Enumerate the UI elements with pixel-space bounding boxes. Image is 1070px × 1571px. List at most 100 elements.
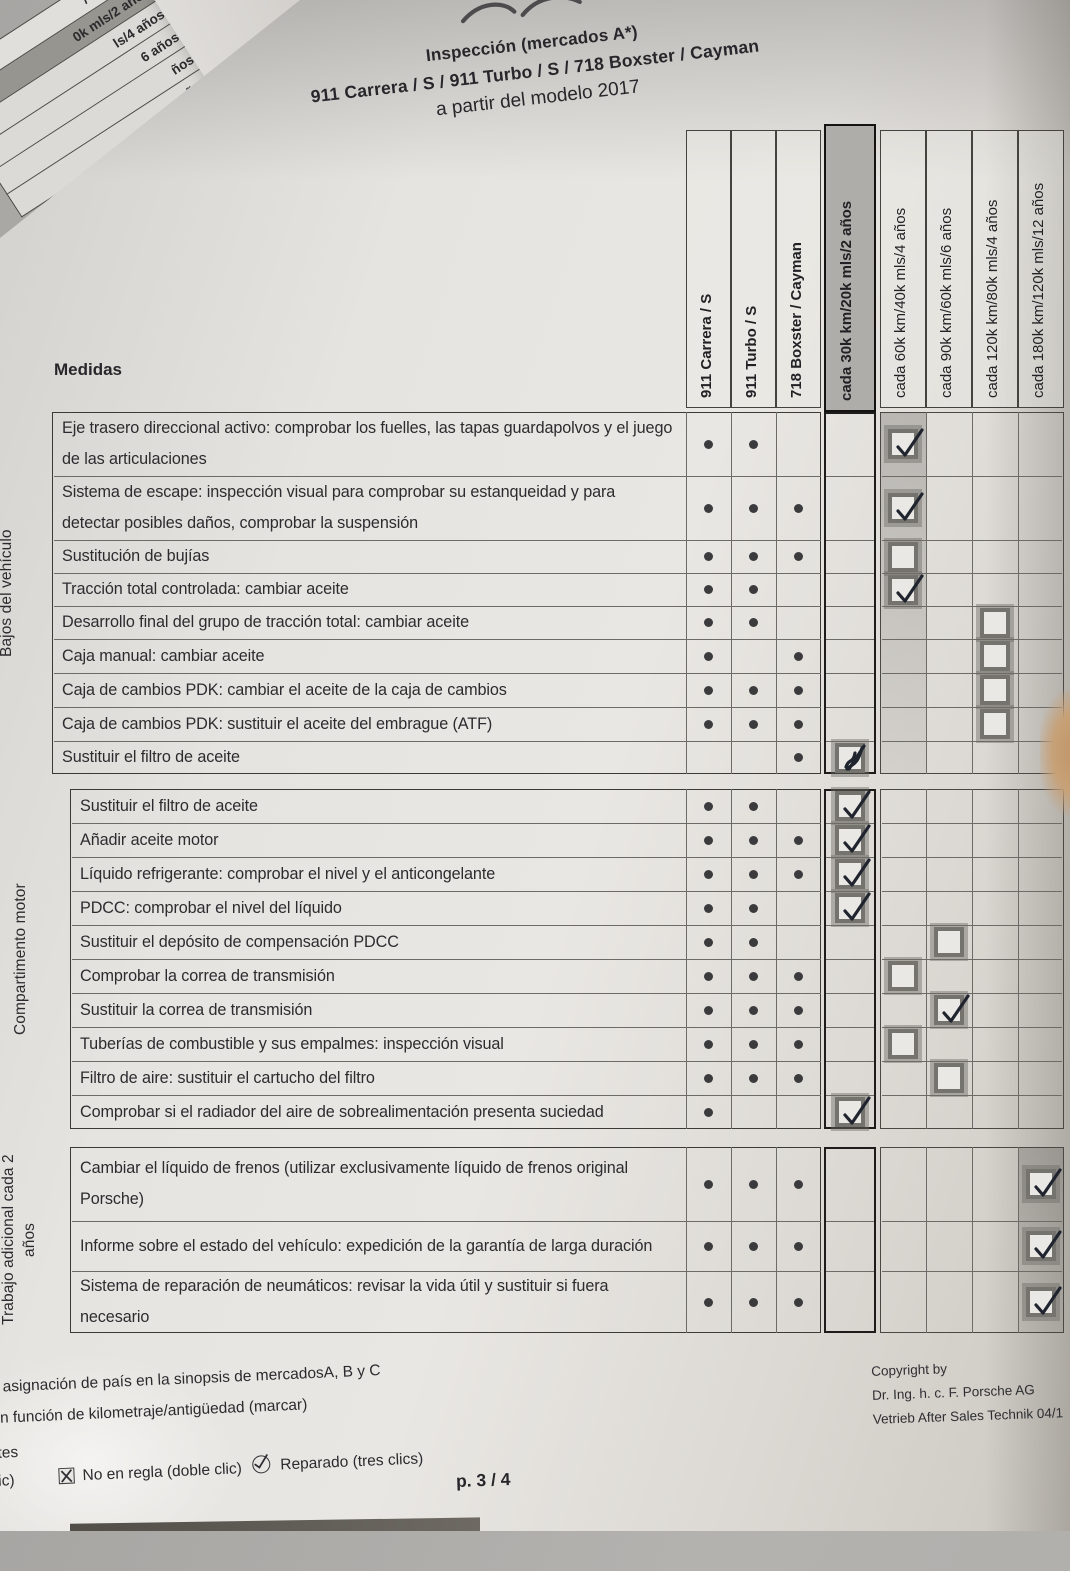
interval-checkbox-c30 (835, 742, 866, 773)
row-line (72, 891, 821, 892)
model-dot-m1 (749, 1179, 758, 1189)
column-line (686, 1147, 687, 1333)
row-text: Cambiar el líquido de frenos (utilizar e… (80, 1159, 629, 1208)
model-dot-m0 (704, 685, 713, 695)
model-dot-m1 (749, 719, 758, 729)
col-header-c30: cada 30k km/20k mls/2 años (824, 124, 876, 412)
column-line (1018, 412, 1019, 774)
model-dot-m1 (749, 903, 758, 913)
check-mark (843, 824, 871, 853)
row-line (882, 993, 1062, 994)
model-dot-m0 (704, 585, 713, 594)
model-dot-m2 (794, 753, 803, 762)
row-line (882, 540, 1062, 541)
model-dot-m0 (704, 618, 713, 627)
interval-checkbox-c120 (980, 607, 1010, 638)
porsche-script-logo (460, 0, 582, 24)
row-line (826, 1271, 874, 1272)
row-text: Caja manual: cambiar aceite (62, 646, 265, 665)
table-row-label: PDCC: comprobar el nivel del líquido (80, 891, 674, 925)
col-header-c60: cada 60k km/40k mls/4 años (880, 130, 926, 408)
model-dot-m0 (704, 1107, 713, 1117)
row-line (72, 1061, 821, 1062)
table-row-label: Informe sobre el estado del vehículo: ex… (80, 1221, 674, 1271)
model-dot-m2 (794, 503, 803, 513)
row-line (826, 823, 874, 824)
check-mark (896, 428, 924, 457)
interval-checkbox-c60 (888, 1029, 918, 1059)
check-mark (1034, 1286, 1062, 1315)
row-line (882, 639, 1062, 640)
check-mark (843, 892, 871, 921)
row-text: Sistema de escape: inspección visual par… (62, 483, 616, 532)
row-text: Sustituir el filtro de aceite (80, 796, 258, 815)
row-line (882, 891, 1062, 892)
row-line (54, 573, 821, 574)
interval-checkbox-c120 (980, 641, 1010, 671)
row-text: Filtro de aire: sustituir el cartucho de… (80, 1068, 375, 1087)
row-line (826, 993, 874, 994)
model-dot-m0 (704, 1073, 713, 1083)
row-text: Caja de cambios PDK: sustituir el aceite… (62, 714, 493, 733)
model-dot-m2 (794, 719, 803, 729)
model-dot-m2 (794, 1039, 803, 1049)
check-mark (843, 790, 871, 819)
row-line (72, 925, 821, 926)
measures-models-block (70, 1147, 821, 1333)
row-line (72, 823, 821, 824)
col-header-m1: 911 Turbo / S (731, 130, 776, 408)
row-line (826, 639, 874, 640)
model-dot-m1 (749, 503, 758, 513)
model-dot-m0 (704, 1005, 713, 1015)
model-dot-m1 (749, 685, 758, 695)
table-row-label: Cambiar el líquido de frenos (utilizar e… (80, 1147, 674, 1221)
row-text: Eje trasero direccional activo: comproba… (62, 419, 673, 468)
section-compartimento: Sustituir el filtro de aceite Añadir acei… (70, 789, 1064, 1129)
model-dot-m2 (794, 869, 803, 879)
column-line (926, 1147, 927, 1333)
row-text: Tuberías de combustible y sus empalmes: … (80, 1034, 504, 1053)
model-dot-m1 (749, 801, 758, 811)
model-dot-m0 (704, 903, 713, 913)
row-line (826, 1027, 874, 1028)
interval-checkbox-c90 (934, 927, 964, 957)
check-mark (843, 858, 871, 887)
interval-checkbox-c60 (888, 492, 924, 523)
page-photo: { "header": { "title": "Inspección (merc… (0, 0, 1070, 1531)
row-line (826, 857, 874, 858)
row-line (882, 959, 1062, 960)
column-line (731, 1147, 732, 1333)
table-row-label: Tuberías de combustible y sus empalmes: … (80, 1027, 674, 1061)
interval-checkbox-c30 (835, 1096, 871, 1127)
x-box-icon (58, 1467, 75, 1485)
row-line (54, 639, 821, 640)
row-line (882, 1221, 1062, 1222)
model-dot-m2 (794, 971, 803, 981)
row-line (72, 1221, 821, 1222)
row-line (882, 1271, 1062, 1272)
table-row-label: Desarrollo final del grupo de tracción t… (62, 606, 674, 639)
model-dot-m2 (794, 1179, 803, 1189)
model-dot-m0 (704, 552, 713, 561)
model-dot-m2 (794, 1005, 803, 1015)
model-dot-m0 (704, 937, 713, 947)
row-text: Líquido refrigerante: comprobar el nivel… (80, 864, 496, 883)
interval-checkbox-c120 (980, 709, 1010, 739)
row-line (882, 823, 1062, 824)
table-row-label: Líquido refrigerante: comprobar el nivel… (80, 857, 674, 891)
table-row-label: Tracción total controlada: cambiar aceit… (62, 573, 674, 606)
model-dot-m0 (704, 439, 713, 449)
col-header-m2: 718 Boxster / Cayman (776, 130, 821, 408)
row-line (882, 476, 1062, 477)
section-label-2: Compartimento motor (12, 883, 29, 1035)
row-text: Desarrollo final del grupo de tracción t… (62, 613, 469, 631)
row-line (826, 891, 874, 892)
row-line (54, 606, 821, 607)
table-row-label: Sustituir la correa de transmisión (80, 993, 674, 1027)
interval-checkbox-c180 (1026, 1230, 1062, 1261)
model-dot-m1 (749, 1005, 758, 1015)
model-dot-m0 (704, 869, 713, 879)
table-row-label: Comprobar la correa de transmisión (80, 959, 674, 993)
row-line (882, 741, 1062, 742)
interval-checkbox-c60 (888, 961, 918, 991)
